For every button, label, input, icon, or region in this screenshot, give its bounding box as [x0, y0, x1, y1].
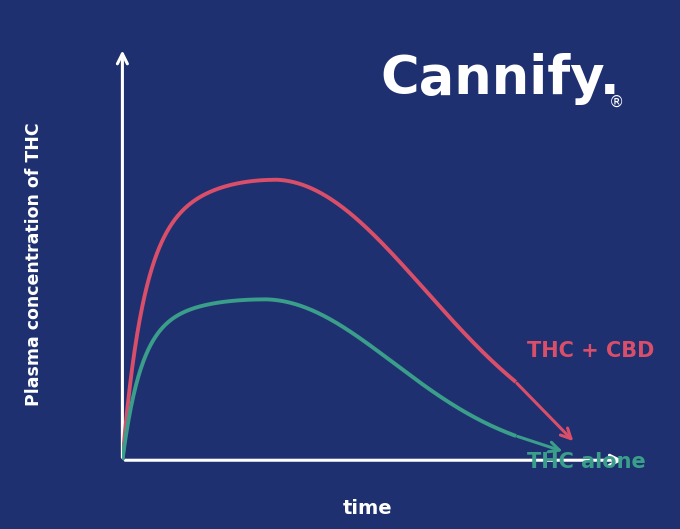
Text: THC alone: THC alone: [528, 452, 646, 472]
Text: time: time: [343, 499, 392, 518]
Text: Plasma concentration of THC: Plasma concentration of THC: [25, 123, 43, 406]
Text: Cannify.: Cannify.: [381, 53, 621, 105]
Text: THC + CBD: THC + CBD: [528, 341, 655, 361]
Text: ®: ®: [609, 95, 624, 110]
